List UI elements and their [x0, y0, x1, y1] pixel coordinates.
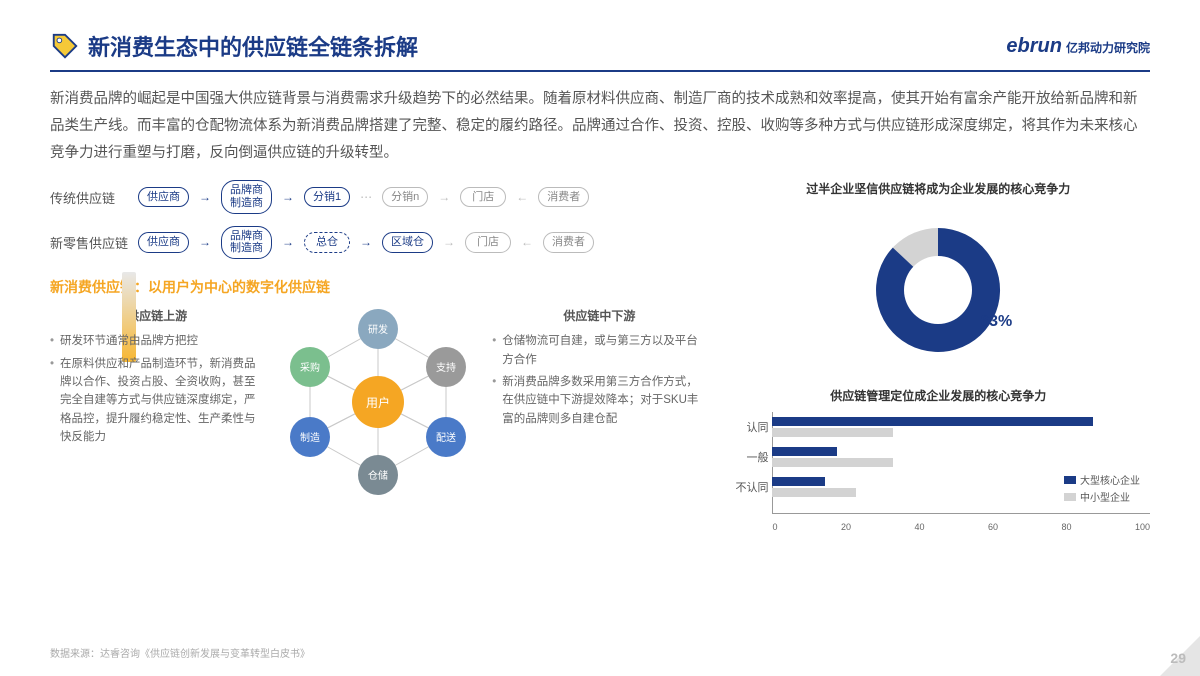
list-item: 仓储物流可自建，或与第三方以及平台方合作 — [492, 332, 706, 369]
upstream-block: 供应链上游 研发环节通常由品牌方把控 在原料供应和产品制造环节，新消费品牌以合作… — [50, 307, 264, 451]
intro-paragraph: 新消费品牌的崛起是中国强大供应链背景与消费需求升级趋势下的必然结果。随着原材料供… — [50, 86, 1150, 166]
chain-node: 总仓 — [304, 232, 350, 253]
svg-text:配送: 配送 — [436, 431, 456, 444]
chain-node: 品牌商制造商 — [221, 226, 272, 259]
svg-text:制造: 制造 — [300, 431, 320, 444]
bar-row: 一般 — [772, 442, 1150, 472]
chain-node: 分销1 — [304, 187, 350, 208]
chain-node: 区域仓 — [382, 232, 433, 253]
bar-row: 认同 — [772, 412, 1150, 442]
svg-text:研发: 研发 — [368, 323, 388, 336]
chain-node: 供应商 — [138, 187, 189, 208]
header: 新消费生态中的供应链全链条拆解 ebrun 亿邦动力研究院 — [50, 30, 1150, 62]
data-source: 数据来源：达睿咨询《供应链创新发展与变革转型白皮书》 — [50, 645, 310, 660]
divider — [50, 70, 1150, 72]
page-title: 新消费生态中的供应链全链条拆解 — [88, 30, 418, 62]
downstream-block: 供应链中下游 仓储物流可自建，或与第三方以及平台方合作 新消费品牌多数采用第三方… — [492, 307, 706, 432]
list-item: 新消费品牌多数采用第三方合作方式，在供应链中下游提效降本；对于SKU丰富的品牌则… — [492, 373, 706, 428]
section-title: 新消费供应链：以用户为中心的数字化供应链 — [50, 277, 706, 297]
page-number: 29 — [1170, 650, 1186, 666]
donut-title: 过半企业坚信供应链将成为企业发展的核心竞争力 — [726, 180, 1150, 197]
donut-percent: 63% — [980, 313, 1012, 331]
hex-diagram: 用户 研发 支持 配送 仓储 制造 采购 — [278, 307, 478, 497]
chain-node: 消费者 — [538, 187, 589, 208]
svg-text:用户: 用户 — [366, 395, 390, 410]
logo: ebrun 亿邦动力研究院 — [1006, 35, 1150, 58]
tag-icon — [50, 31, 80, 61]
chain-node: 品牌商制造商 — [221, 180, 272, 213]
svg-text:采购: 采购 — [300, 361, 320, 374]
bar-chart: 供应链管理定位成企业发展的核心竞争力 认同一般不认同 大型核心企业 中小型企业 … — [726, 387, 1150, 532]
chain-node: 门店 — [460, 187, 506, 208]
chain-new-retail: 新零售供应链 供应商→ 品牌商制造商→ 总仓→ 区域仓→ 门店← 消费者 — [50, 226, 706, 259]
list-item: 研发环节通常由品牌方把控 — [50, 332, 264, 350]
chain-node: 消费者 — [543, 232, 594, 253]
list-item: 在原料供应和产品制造环节，新消费品牌以合作、投资占股、全资收购，甚至完全自建等方… — [50, 355, 264, 447]
svg-text:支持: 支持 — [436, 361, 456, 374]
legend: 大型核心企业 中小型企业 — [1064, 472, 1140, 506]
donut-chart: 63% — [838, 205, 1038, 375]
svg-text:仓储: 仓储 — [368, 469, 388, 482]
chain-node: 分销n — [382, 187, 428, 208]
chain-node: 门店 — [465, 232, 511, 253]
chain-node: 供应商 — [138, 232, 189, 253]
chain-traditional: 传统供应链 供应商→ 品牌商制造商→ 分销1⋯ 分销n→ 门店← 消费者 — [50, 180, 706, 213]
